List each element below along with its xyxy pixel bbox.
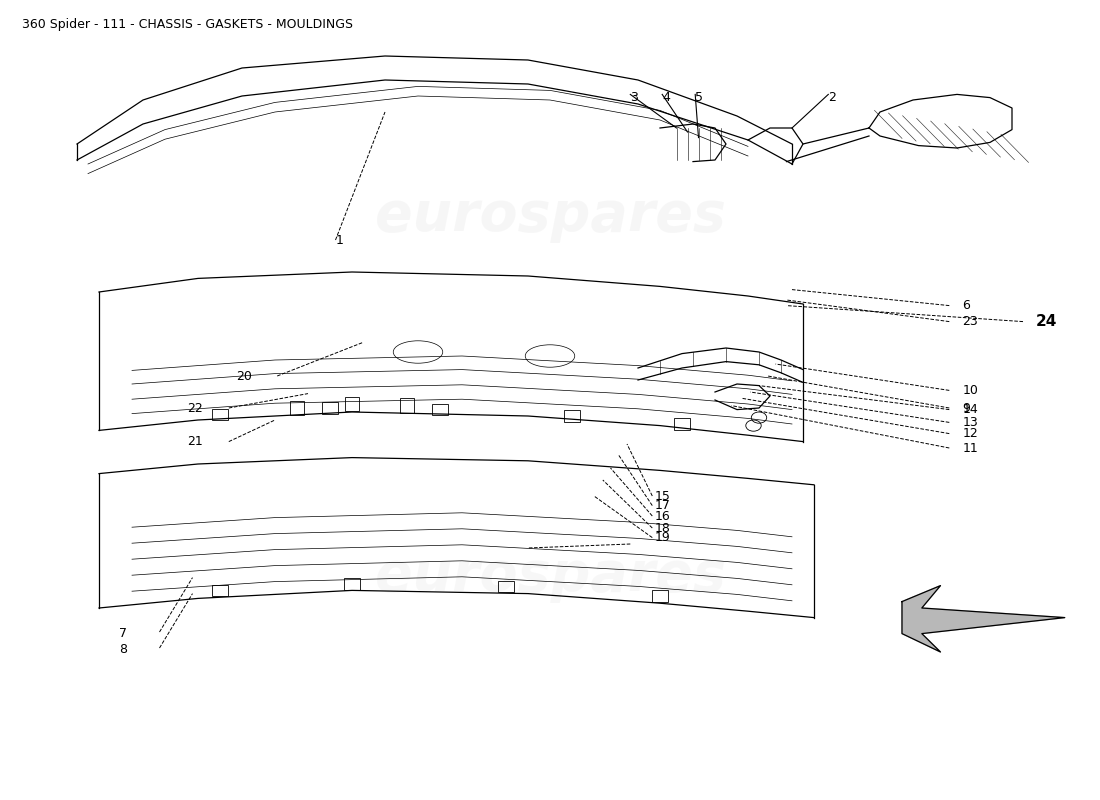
Text: 20: 20 (236, 370, 252, 382)
Text: 24: 24 (1036, 314, 1057, 329)
Text: 19: 19 (654, 531, 670, 544)
Text: 6: 6 (962, 299, 970, 312)
Text: 8: 8 (119, 643, 126, 656)
Text: 14: 14 (962, 403, 978, 416)
Text: 360 Spider - 111 - CHASSIS - GASKETS - MOULDINGS: 360 Spider - 111 - CHASSIS - GASKETS - M… (22, 18, 353, 30)
Polygon shape (902, 586, 1065, 652)
Text: eurospares: eurospares (375, 189, 725, 243)
Bar (652, 590, 668, 602)
Bar (674, 418, 690, 430)
Text: 13: 13 (962, 416, 978, 429)
Text: 5: 5 (695, 91, 703, 104)
Bar (564, 410, 580, 422)
Text: 18: 18 (654, 522, 670, 534)
Text: 16: 16 (654, 510, 670, 522)
Text: eurospares: eurospares (375, 549, 725, 603)
Bar (290, 401, 304, 415)
Text: 2: 2 (828, 91, 836, 104)
Text: 7: 7 (119, 627, 126, 640)
Bar (498, 581, 514, 592)
Bar (400, 398, 414, 413)
Text: 11: 11 (962, 442, 978, 454)
Text: 4: 4 (662, 91, 670, 104)
Bar (322, 402, 338, 414)
Bar (212, 585, 228, 596)
Text: 12: 12 (962, 427, 978, 440)
Text: 1: 1 (336, 234, 343, 246)
Bar (432, 404, 448, 415)
Text: 23: 23 (962, 315, 978, 328)
Text: 9: 9 (962, 402, 970, 414)
Text: 22: 22 (187, 402, 202, 414)
Text: 15: 15 (654, 490, 670, 502)
Text: 3: 3 (630, 91, 638, 104)
Bar (344, 578, 360, 590)
Bar (345, 397, 359, 411)
Text: 21: 21 (187, 435, 202, 448)
Text: 17: 17 (654, 499, 670, 512)
Text: 10: 10 (962, 384, 978, 397)
Bar (212, 409, 228, 420)
